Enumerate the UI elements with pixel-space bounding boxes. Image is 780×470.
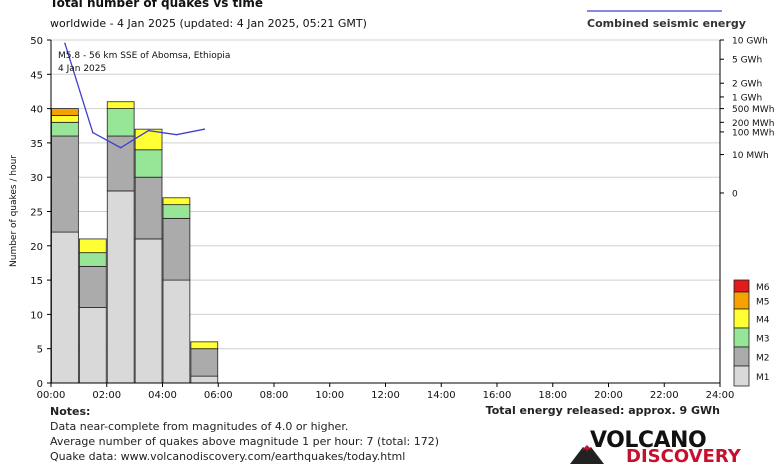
x-tick-label: 12:00 (371, 390, 400, 401)
bar-segment-m1 (190, 375, 219, 384)
notes-line: Quake data: www.volcanodiscovery.com/ear… (50, 450, 406, 463)
bar-segment-m1 (134, 238, 163, 384)
legend-label-m3: M3 (756, 335, 770, 345)
chart-title: Total number of quakes vs time (50, 0, 263, 10)
bar-segment-m4 (190, 341, 219, 350)
energy-tick-label: 10 MWh (732, 151, 769, 161)
volcano-discovery-logo: VOLCANO DISCOVERY (570, 428, 741, 468)
x-tick-label: 24:00 (706, 390, 735, 401)
energy-tick-label: 0 (732, 189, 738, 199)
x-tick-label: 08:00 (260, 390, 289, 401)
energy-point (147, 129, 150, 132)
axes: 0 5 10 15 20 25 30 35 40 45 50 00:00 02:00 04:00 06:00… (30, 36, 774, 401)
logo-word-volcano: VOLCANO (590, 428, 707, 453)
bar-segment-m5 (51, 108, 79, 116)
x-tick-label: 06:00 (204, 390, 233, 401)
notes-title: Notes: (50, 405, 91, 418)
legend-swatch-m1 (733, 365, 750, 387)
bar-segment-m3 (78, 252, 107, 267)
bar-segment-m4 (106, 101, 135, 109)
energy-point (92, 131, 94, 134)
bar-segment-m3 (162, 204, 191, 219)
chart-subtitle: worldwide - 4 Jan 2025 (updated: 4 Jan 2… (50, 17, 367, 30)
legend-label-m2: M2 (756, 354, 770, 364)
bar-segment-m2 (78, 265, 107, 308)
energy-point (175, 133, 178, 136)
y-tick-label: 35 (30, 139, 43, 150)
grid-lines (51, 39, 720, 383)
x-tick-label: 14:00 (427, 390, 456, 401)
x-tick-label: 20:00 (594, 390, 623, 401)
bar-segment-m3 (134, 149, 163, 178)
legend-label-m5: M5 (756, 298, 770, 308)
y-tick-label: 30 (30, 173, 43, 184)
notes-block: Notes: Data near-complete from magnitude… (50, 404, 439, 464)
bar-segment-m4 (51, 115, 79, 123)
energy-line (64, 43, 205, 149)
logo-word-discovery: DISCOVERY (626, 446, 741, 467)
legend-swatch-m3 (733, 327, 750, 348)
x-tick-label: 00:00 (37, 390, 66, 401)
y-tick-label: 40 (30, 105, 43, 116)
energy-tick-label: 10 GWh (732, 37, 768, 47)
energy-point (64, 42, 66, 45)
energy-series (64, 42, 206, 149)
legend-label-m6: M6 (756, 283, 770, 293)
bar-segment-m2 (51, 135, 79, 233)
energy-tick-label: 5 GWh (732, 56, 762, 66)
x-tick-label: 18:00 (538, 390, 567, 401)
y-tick-label: 0 (37, 379, 43, 390)
volcano-icon (570, 445, 604, 464)
energy-tick-label: 2 GWh (732, 80, 762, 90)
y-tick-label: 50 (30, 36, 43, 47)
x-tick-label: 04:00 (148, 390, 177, 401)
magnitude-legend: M6 M5 M4 M3 M2 M1 (733, 279, 770, 387)
x-tick-label: 02:00 (92, 390, 121, 401)
energy-tick-label: 1 GWh (732, 93, 762, 103)
x-tick-label: 22:00 (650, 390, 679, 401)
legend-label-m4: M4 (756, 316, 770, 326)
bar-segment-m1 (162, 279, 191, 384)
y-tick-label: 10 (30, 310, 43, 321)
notes-line: Average number of quakes above magnitude… (50, 435, 439, 448)
y-axis-label: Number of quakes / hour (9, 155, 19, 267)
bar-segment-m2 (106, 135, 135, 192)
legend-swatch-m2 (733, 346, 750, 367)
bar-segment-m2 (162, 217, 191, 281)
energy-total: Total energy released: approx. 9 GWh (485, 404, 720, 417)
bar-segment-m4 (162, 197, 191, 206)
bar-segment-m1 (51, 231, 79, 384)
notes-line: Data near-complete from magnitudes of 4.… (50, 420, 349, 433)
legend-swatch-m4 (733, 308, 750, 329)
energy-point (119, 146, 122, 149)
bar-segment-m2 (190, 348, 219, 377)
legend-label-m1: M1 (756, 373, 770, 383)
bar-segment-m4 (78, 238, 107, 254)
y-tick-label: 5 (37, 345, 43, 356)
y-tick-label: 25 (30, 208, 43, 219)
energy-tick-label: 500 MWh (732, 105, 774, 115)
energy-tick-label: 100 MWh (732, 128, 774, 138)
bar-segment-m1 (106, 190, 135, 384)
bar-segment-m3 (51, 121, 79, 137)
y-tick-label: 20 (30, 242, 43, 253)
bar-segment-m3 (106, 108, 135, 137)
annotation-line2: 4 Jan 2025 (58, 64, 106, 74)
legend-swatch-m6 (733, 279, 750, 293)
x-tick-label: 16:00 (483, 390, 512, 401)
bar-segment-m1 (78, 307, 107, 384)
y-tick-label: 45 (30, 70, 43, 81)
energy-tick-label: 200 MWh (732, 119, 774, 129)
legend-swatch-m5 (733, 291, 750, 310)
y-tick-label: 15 (30, 276, 43, 287)
annotation-line1: M5.8 - 56 km SSE of Abomsa, Ethiopia (58, 51, 230, 61)
energy-point (203, 128, 206, 130)
energy-legend-label: Combined seismic energy (587, 17, 746, 30)
bar-segment-m2 (134, 176, 163, 240)
x-tick-label: 10:00 (315, 390, 344, 401)
bars (51, 101, 219, 384)
